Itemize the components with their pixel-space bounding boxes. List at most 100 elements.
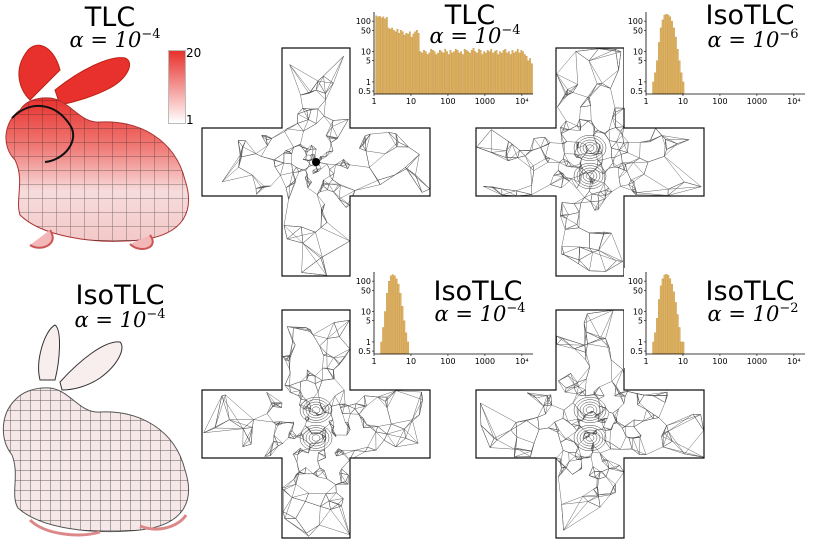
panel-1-alpha: α = 10−4: [429, 23, 521, 48]
histogram-bar: [401, 31, 404, 95]
histogram-bar: [502, 50, 505, 95]
histogram-bar: [465, 50, 468, 95]
y-tick-label: 0.5: [358, 347, 371, 356]
histogram-bar: [431, 50, 434, 95]
histogram-bar: [442, 52, 445, 95]
histogram-bar: [389, 28, 392, 95]
x-tick-label: 1000: [747, 357, 767, 366]
histogram-bar: [669, 278, 672, 355]
histogram-bar: [405, 33, 408, 95]
vortex-ring: [573, 396, 607, 424]
histogram-bar: [391, 27, 393, 95]
mesh-background: [202, 310, 430, 538]
histogram-bar: [462, 54, 464, 95]
histogram-bar: [446, 51, 448, 95]
y-tick-label: 10: [361, 48, 371, 57]
histogram-bar: [387, 27, 390, 95]
histogram-bar: [405, 332, 408, 355]
histogram-bar: [522, 51, 524, 95]
vortex-ring: [585, 172, 595, 180]
histogram-bar: [671, 20, 673, 95]
histogram-bar: [476, 52, 478, 95]
vortex-ring: [573, 162, 607, 190]
y-tick-label: 1: [638, 78, 643, 87]
histogram-bar: [652, 341, 655, 355]
histogram-bar: [667, 275, 670, 355]
vortex-ring: [579, 139, 601, 157]
mesh-triangles: [203, 320, 423, 537]
panel-3-title: IsoTLC: [433, 276, 523, 307]
degenerate-center-point: [312, 158, 320, 166]
histogram-bar: [463, 48, 466, 95]
x-tick-label: 10⁴: [515, 357, 528, 366]
histogram-bar: [676, 314, 679, 355]
vortex-ring: [308, 404, 324, 416]
histogram-bar: [495, 50, 498, 95]
x-tick-label: 10⁴: [787, 357, 800, 366]
histogram-bar: [488, 51, 491, 95]
histogram-bar: [659, 285, 662, 355]
histogram-bar: [382, 327, 385, 355]
histogram-bar: [674, 36, 677, 95]
panel-2-title: IsoTLC: [705, 0, 795, 31]
y-tick-label: 100: [356, 17, 371, 26]
histogram-bar: [399, 293, 402, 355]
mesh-edges: [203, 320, 423, 537]
histogram-bar: [524, 54, 526, 95]
vortex-ring: [579, 401, 601, 419]
panel-4-title: IsoTLC: [705, 276, 795, 307]
vortex-ring: [585, 406, 595, 414]
histogram-bar: [529, 58, 531, 95]
panel-3-alpha: α = 10−4: [434, 301, 526, 326]
x-tick-label: 10: [678, 357, 688, 366]
histogram-bar: [661, 19, 664, 95]
mesh-panel-4: [475, 309, 705, 539]
vortex-ring: [308, 432, 324, 444]
bunny-tlc-alpha: α = 10−4: [69, 27, 161, 52]
histogram-bar: [516, 48, 519, 95]
histogram-bar: [680, 72, 683, 95]
histogram-bar: [663, 14, 666, 95]
histogram-bar: [412, 33, 415, 95]
y-tick-label: 0.5: [630, 347, 643, 356]
histogram-bar: [483, 51, 485, 95]
histogram-bar: [509, 54, 512, 95]
x-tick-label: 1: [371, 357, 376, 366]
y-tick-label: 10: [361, 308, 371, 317]
histogram-bar: [663, 274, 666, 355]
histogram-bar: [456, 50, 459, 95]
vortex-ring: [573, 424, 607, 452]
histogram-bar: [678, 60, 681, 95]
colorbar-max-label: 20: [186, 46, 202, 60]
histogram-bar: [414, 31, 416, 95]
histogram-bar: [419, 51, 422, 95]
x-tick-label: 1: [643, 97, 648, 106]
histogram-bar: [377, 16, 379, 95]
histogram-bar: [447, 54, 450, 95]
histogram-bar: [388, 280, 390, 355]
y-tick-label: 0.5: [630, 87, 643, 96]
histogram-bar: [673, 291, 675, 355]
vortex-ring: [582, 142, 598, 154]
y-tick-label: 100: [628, 17, 643, 26]
histogram-bar: [515, 51, 517, 95]
vortex-ring: [582, 170, 598, 182]
histogram-bar: [380, 341, 383, 355]
histogram-bar: [395, 278, 398, 355]
histogram-bar: [428, 52, 431, 95]
mesh-triangles: [476, 48, 702, 272]
panel-1-title: TLC: [444, 0, 496, 31]
histogram-bar: [478, 48, 480, 95]
histogram-bar: [453, 51, 455, 95]
vortex-ring: [299, 424, 333, 452]
histogram-bar: [408, 31, 411, 95]
histogram-bar: [375, 15, 378, 95]
histogram-bar: [407, 33, 409, 95]
bunny-tlc-title: TLC: [84, 2, 136, 33]
histogram-bar: [665, 273, 668, 355]
x-tick-label: 1: [371, 97, 376, 106]
histogram-bar: [393, 275, 396, 355]
y-tick-label: 10: [633, 308, 643, 317]
